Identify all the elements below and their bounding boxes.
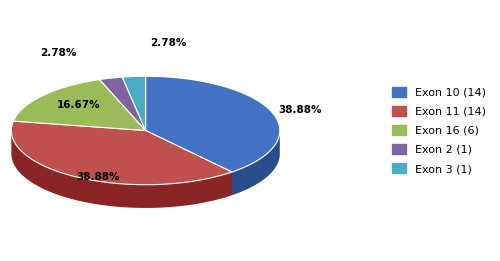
Polygon shape xyxy=(12,131,232,208)
Polygon shape xyxy=(14,80,145,130)
Text: 38.88%: 38.88% xyxy=(76,172,120,182)
Text: 16.67%: 16.67% xyxy=(56,100,100,110)
Text: 2.78%: 2.78% xyxy=(150,38,186,48)
Legend: Exon 10 (14), Exon 11 (14), Exon 16 (6), Exon 2 (1), Exon 3 (1): Exon 10 (14), Exon 11 (14), Exon 16 (6),… xyxy=(392,87,486,174)
Polygon shape xyxy=(100,77,146,130)
Polygon shape xyxy=(122,76,146,130)
Polygon shape xyxy=(232,130,280,195)
Text: 2.78%: 2.78% xyxy=(40,48,77,58)
Polygon shape xyxy=(146,130,232,195)
Polygon shape xyxy=(12,121,232,185)
Text: 38.88%: 38.88% xyxy=(278,105,322,115)
Polygon shape xyxy=(146,76,280,172)
Polygon shape xyxy=(146,130,232,195)
